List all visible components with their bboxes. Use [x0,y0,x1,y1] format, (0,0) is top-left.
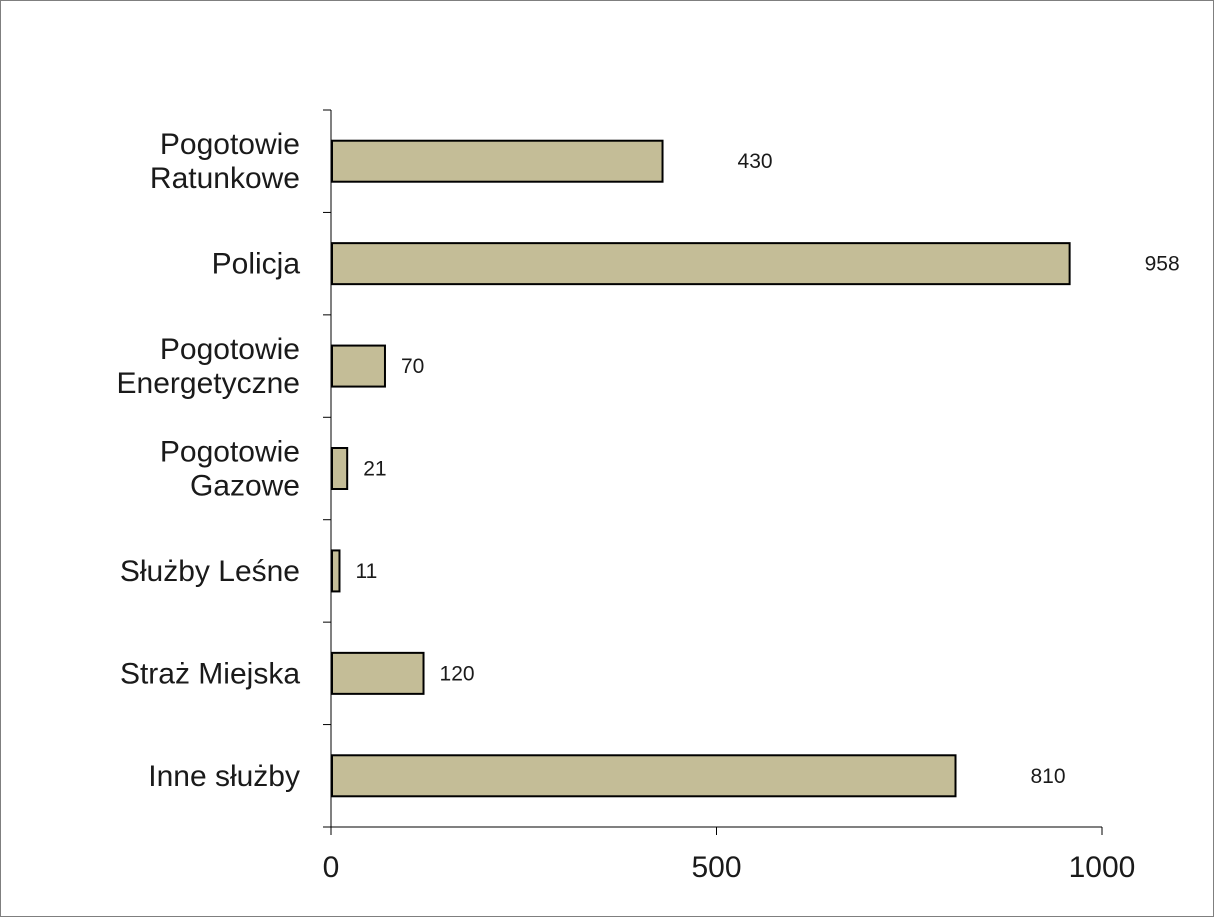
bar [331,139,664,183]
category-label-line: Pogotowie [160,436,300,469]
data-label: 70 [401,355,424,378]
category-label-line: Straż Miejska [120,657,300,690]
x-tick-label: 1000 [1069,851,1136,884]
category-label: Pogotowie Gazowe [160,436,300,503]
category-label-line: Energetyczne [117,367,300,400]
bar [331,651,425,695]
bar [331,344,386,388]
bar [331,754,957,798]
data-label: 958 [1145,253,1180,276]
category-label: Pogotowie Ratunkowe [150,128,300,195]
category-label: Służby Leśne [120,555,300,588]
category-label: Pogotowie Energetyczne [117,333,300,400]
category-label-line: Służby Leśne [120,555,300,588]
data-label: 21 [363,458,386,481]
category-label-line: Pogotowie [160,333,300,366]
bar [331,447,349,490]
category-label: Inne służby [148,760,300,793]
x-tick-label: 500 [691,851,741,884]
data-label: 430 [738,150,773,173]
category-label-line: Pogotowie [160,128,300,161]
data-label: 810 [1031,765,1066,788]
axes-group [323,109,1103,835]
category-label: Straż Miejska [120,657,300,690]
bar [331,242,1071,286]
data-label: 11 [355,560,377,583]
category-label-line: Gazowe [190,470,300,503]
bars-group [331,139,1071,798]
x-tick-label: 0 [323,851,340,884]
category-label-line: Policja [212,248,301,281]
bar [331,549,341,593]
category-label-line: Inne służby [148,760,300,793]
category-label-line: Ratunkowe [150,162,300,195]
data-label: 120 [440,662,475,685]
category-label: Policja [212,248,301,281]
